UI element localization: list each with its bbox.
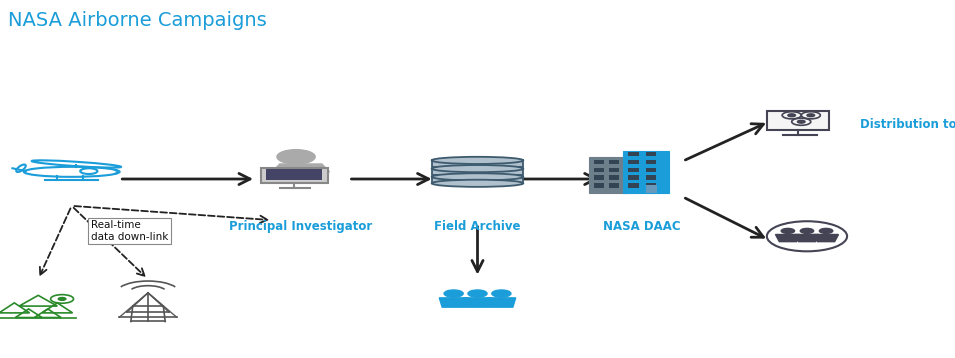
- Circle shape: [277, 150, 315, 164]
- Ellipse shape: [432, 165, 523, 172]
- Circle shape: [800, 228, 814, 233]
- FancyBboxPatch shape: [646, 175, 656, 180]
- FancyBboxPatch shape: [646, 185, 657, 193]
- Circle shape: [819, 228, 833, 233]
- Ellipse shape: [432, 157, 523, 164]
- Ellipse shape: [432, 173, 523, 180]
- Bar: [432, 177, 523, 183]
- FancyBboxPatch shape: [623, 151, 668, 193]
- Text: Distribution to:: Distribution to:: [860, 118, 955, 131]
- Polygon shape: [463, 298, 492, 307]
- Circle shape: [807, 114, 815, 117]
- Text: Field Archive: Field Archive: [435, 220, 520, 233]
- FancyBboxPatch shape: [646, 152, 656, 156]
- Circle shape: [58, 297, 66, 300]
- FancyBboxPatch shape: [266, 169, 322, 180]
- FancyBboxPatch shape: [628, 168, 639, 172]
- FancyBboxPatch shape: [261, 168, 328, 183]
- Bar: [432, 160, 523, 167]
- Polygon shape: [272, 164, 329, 172]
- Circle shape: [492, 290, 511, 297]
- FancyBboxPatch shape: [594, 183, 604, 188]
- Ellipse shape: [432, 180, 523, 187]
- Text: Real-time
data down-link: Real-time data down-link: [91, 220, 168, 242]
- Circle shape: [797, 120, 805, 123]
- Text: Principal Investigator: Principal Investigator: [229, 220, 372, 233]
- Polygon shape: [775, 234, 800, 242]
- Circle shape: [788, 114, 796, 117]
- FancyBboxPatch shape: [589, 157, 627, 193]
- Circle shape: [468, 290, 487, 297]
- FancyBboxPatch shape: [628, 183, 639, 188]
- Polygon shape: [814, 234, 838, 242]
- Bar: [432, 169, 523, 175]
- FancyBboxPatch shape: [594, 175, 604, 180]
- FancyBboxPatch shape: [646, 160, 656, 164]
- FancyBboxPatch shape: [594, 160, 604, 164]
- FancyBboxPatch shape: [628, 175, 639, 180]
- FancyBboxPatch shape: [628, 152, 639, 156]
- Polygon shape: [795, 234, 819, 242]
- FancyBboxPatch shape: [609, 160, 619, 164]
- Text: NASA DAAC: NASA DAAC: [603, 220, 681, 233]
- FancyBboxPatch shape: [767, 111, 829, 130]
- Text: NASA Airborne Campaigns: NASA Airborne Campaigns: [8, 11, 266, 30]
- FancyBboxPatch shape: [628, 160, 639, 164]
- Polygon shape: [487, 298, 516, 307]
- Circle shape: [781, 228, 795, 233]
- FancyBboxPatch shape: [609, 168, 619, 172]
- FancyBboxPatch shape: [594, 168, 604, 172]
- FancyBboxPatch shape: [646, 168, 656, 172]
- Circle shape: [444, 290, 463, 297]
- FancyBboxPatch shape: [609, 183, 619, 188]
- FancyBboxPatch shape: [609, 175, 619, 180]
- Polygon shape: [439, 298, 468, 307]
- FancyBboxPatch shape: [646, 183, 656, 188]
